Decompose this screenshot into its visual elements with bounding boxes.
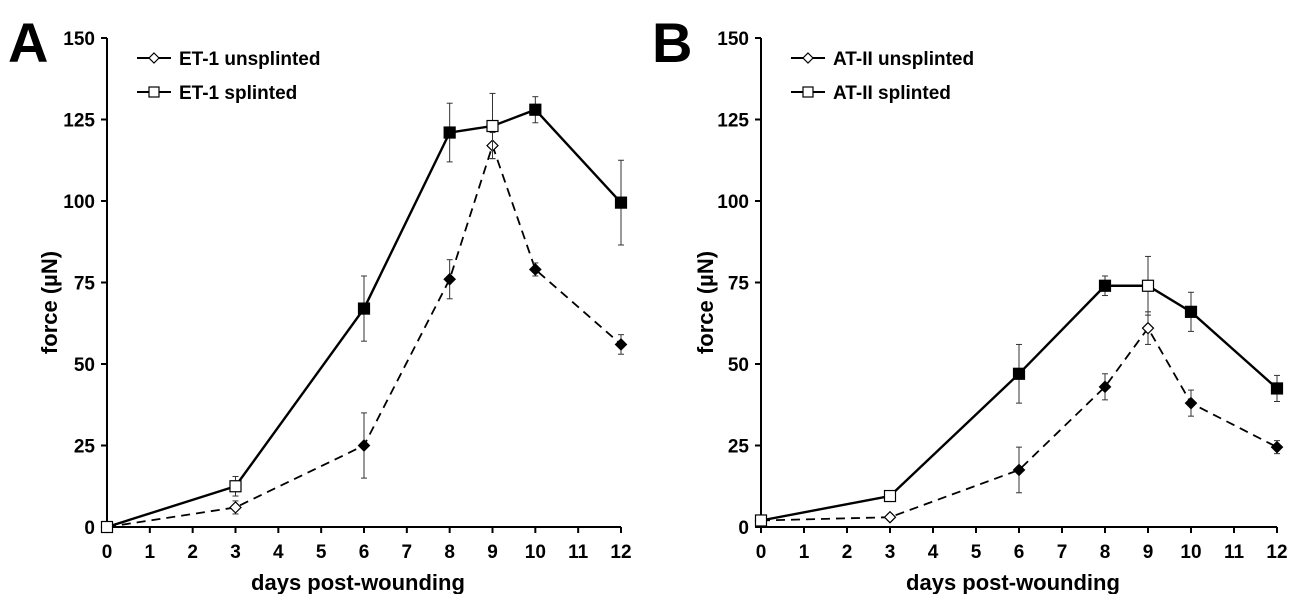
panel-letter: B (652, 11, 692, 74)
x-tick-label: 6 (359, 542, 370, 563)
x-tick-label: 2 (842, 542, 853, 563)
data-point-square (443, 126, 456, 139)
data-point-diamond (528, 263, 542, 276)
data-point-diamond (357, 439, 371, 452)
data-point-diamond (229, 501, 242, 514)
data-point-diamond (614, 338, 628, 351)
x-tick-label: 11 (568, 542, 589, 563)
y-tick-label: 0 (84, 518, 95, 539)
x-tick-label: 10 (1180, 542, 1201, 563)
x-axis-label: days post-wounding (251, 570, 465, 594)
y-tick-label: 125 (717, 111, 749, 132)
y-tick-label: 75 (74, 274, 96, 295)
legend-label: ET-1 unsplinted (179, 49, 320, 70)
x-tick-label: 5 (316, 542, 327, 563)
data-point-square (229, 480, 242, 493)
x-tick-label: 9 (1143, 542, 1154, 563)
data-point-diamond (1098, 380, 1112, 394)
data-point-diamond (1012, 463, 1026, 477)
data-point-square (100, 520, 114, 534)
y-tick-label: 100 (717, 192, 749, 213)
data-point-square (1012, 367, 1026, 380)
x-tick-label: 10 (525, 542, 546, 563)
data-point-square (1184, 305, 1198, 318)
x-tick-label: 0 (756, 542, 767, 563)
x-tick-label: 12 (1266, 542, 1287, 563)
data-point-square (1141, 279, 1155, 292)
data-point-diamond (443, 272, 457, 286)
legend-label: AT-II unsplinted (833, 49, 974, 70)
data-point-square (754, 514, 768, 527)
x-tick-label: 5 (971, 542, 982, 563)
legend-marker-diamond (802, 52, 814, 64)
y-tick-label: 150 (717, 29, 749, 50)
x-tick-label: 1 (145, 542, 156, 563)
legend-marker-square (802, 86, 814, 98)
x-tick-label: 9 (487, 542, 498, 563)
data-point-square (486, 119, 499, 133)
y-tick-label: 125 (63, 111, 95, 132)
data-point-diamond (1141, 321, 1155, 335)
x-tick-label: 11 (1224, 542, 1245, 563)
y-tick-label: 25 (728, 437, 750, 458)
data-point-square (1098, 279, 1112, 292)
x-tick-label: 3 (885, 542, 896, 563)
legend-marker-diamond (148, 52, 160, 64)
y-tick-label: 150 (63, 29, 95, 50)
data-point-square (883, 489, 897, 503)
x-tick-label: 6 (1014, 542, 1025, 563)
x-tick-label: 7 (1057, 542, 1068, 563)
x-tick-label: 7 (402, 542, 413, 563)
legend-marker-square (148, 86, 160, 98)
y-axis-label: force (µN) (693, 251, 718, 354)
legend-label: ET-1 splinted (179, 83, 297, 104)
x-tick-label: 4 (928, 542, 939, 563)
x-tick-label: 2 (187, 542, 198, 563)
y-tick-label: 0 (738, 518, 749, 539)
data-point-diamond (1270, 440, 1284, 454)
x-tick-label: 4 (273, 542, 284, 563)
legend-label: AT-II splinted (833, 83, 951, 104)
x-tick-label: 12 (610, 542, 631, 563)
x-axis-label: days post-wounding (906, 570, 1120, 594)
panel-letter: A (8, 11, 48, 74)
y-axis-label: force (µN) (37, 251, 62, 354)
data-point-square (357, 302, 371, 315)
y-tick-label: 100 (63, 192, 95, 213)
y-tick-label: 75 (728, 274, 750, 295)
data-point-diamond (1184, 396, 1198, 410)
x-tick-label: 3 (230, 542, 241, 563)
data-point-square (529, 103, 542, 116)
y-tick-label: 25 (74, 437, 96, 458)
x-tick-label: 0 (102, 542, 113, 563)
data-point-diamond (883, 510, 897, 524)
data-point-square (614, 196, 628, 209)
y-tick-label: 50 (728, 355, 749, 376)
data-point-square (1270, 382, 1284, 395)
x-tick-label: 1 (799, 542, 810, 563)
x-tick-label: 8 (444, 542, 455, 563)
y-tick-label: 50 (74, 355, 95, 376)
x-tick-label: 8 (1100, 542, 1111, 563)
